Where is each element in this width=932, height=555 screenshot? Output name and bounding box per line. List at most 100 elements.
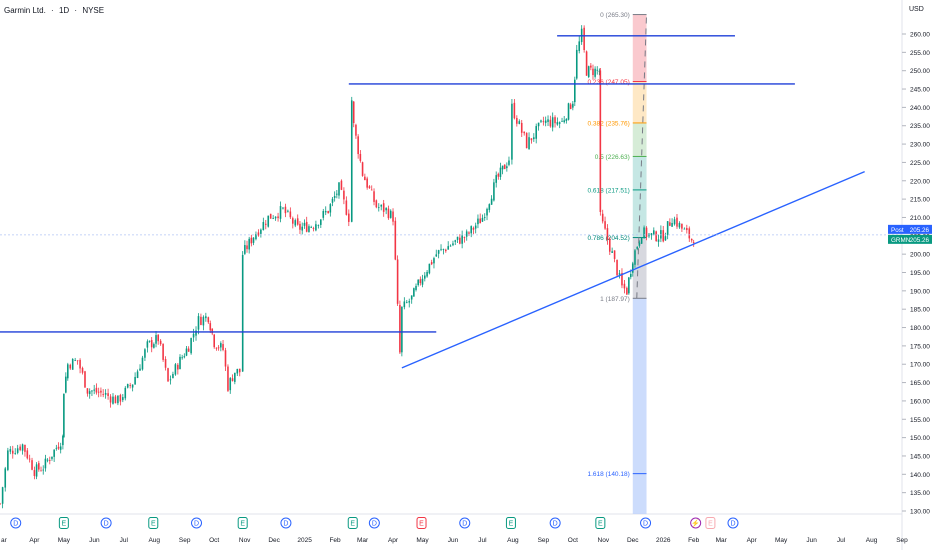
candle-body (292, 218, 294, 224)
event-marker-shape (58, 517, 69, 529)
candle-body (66, 364, 69, 379)
candle-body (122, 397, 124, 401)
price-tick-label: 235.00 (910, 123, 930, 130)
title-separator-2: · (74, 6, 78, 15)
candle-body (287, 210, 289, 212)
candle-body (24, 444, 26, 452)
candle-body (222, 344, 224, 350)
candle-body (604, 221, 606, 229)
candle-body (289, 211, 292, 218)
event-marker-E[interactable]: E (705, 517, 716, 529)
candle-body (525, 132, 528, 149)
event-marker-E[interactable]: E (58, 517, 69, 529)
candle-body (435, 254, 438, 257)
time-tick-label: Jun (89, 537, 100, 544)
candle-body (348, 213, 350, 222)
time-tick-label: Apr (747, 537, 758, 544)
candle-body (48, 460, 51, 461)
time-tick-label: Nov (598, 537, 610, 544)
fib-band-0 (632, 14, 647, 82)
event-marker-E[interactable]: E (237, 517, 248, 529)
symbol-title: Garmin Ltd. · 1D · NYSE (4, 6, 107, 15)
candle-body (628, 277, 630, 294)
candle-body (329, 204, 332, 213)
candle-body (470, 226, 473, 234)
event-marker-D[interactable]: D (640, 517, 652, 529)
candle-body (155, 335, 157, 344)
candle-body (257, 232, 260, 236)
time-tick-label: Apr (388, 537, 399, 544)
candle-body (618, 273, 621, 275)
candle-body (185, 348, 188, 356)
price-tick-label: 180.00 (910, 325, 930, 332)
candle-body (387, 208, 390, 219)
symbol-name: Garmin Ltd. (4, 6, 46, 15)
event-marker-E[interactable]: E (347, 517, 358, 529)
time-tick-label: ar (1, 537, 8, 544)
time-tick-label: Sep (538, 537, 550, 544)
candle-body (678, 223, 681, 228)
post-badge-value: 205.26 (910, 227, 930, 234)
event-marker-E[interactable]: E (505, 517, 516, 529)
event-marker-E[interactable]: E (595, 517, 606, 529)
event-marker-D[interactable]: D (100, 517, 112, 529)
candle-body (284, 206, 287, 214)
candle-body (19, 446, 21, 451)
event-marker-E[interactable]: E (148, 517, 159, 529)
candle-body (53, 449, 55, 457)
candle-body (26, 450, 29, 459)
candle-body (671, 222, 673, 227)
candle-body (640, 237, 643, 244)
event-marker-D[interactable]: D (280, 517, 292, 529)
candle-body (655, 231, 657, 242)
candle-body (241, 254, 244, 372)
event-marker-D[interactable]: D (10, 517, 22, 529)
event-marker-shape (10, 517, 22, 529)
event-marker-D[interactable]: D (191, 517, 203, 529)
candle-body (144, 349, 146, 358)
currency-label[interactable]: USD (909, 6, 924, 13)
event-marker-D[interactable]: D (459, 517, 471, 529)
candle-body (683, 228, 686, 230)
post-badge-label: Post (891, 227, 904, 234)
event-marker-D[interactable]: D (549, 517, 561, 529)
price-tick-label: 190.00 (910, 288, 930, 295)
candle-body (157, 334, 159, 342)
fib-level-label: 0.382 (235.76) (587, 120, 629, 127)
candle-body (578, 41, 581, 51)
event-marker-S[interactable]: ⚡ (690, 517, 702, 529)
candle-body (364, 176, 366, 181)
candle-body (518, 121, 521, 124)
event-marker-D[interactable]: D (727, 517, 739, 529)
price-tick-label: 225.00 (910, 160, 930, 167)
candle-body (183, 356, 186, 358)
event-marker-E[interactable]: E (416, 517, 427, 529)
time-tick-label: Sep (179, 537, 191, 544)
candle-body (554, 117, 556, 124)
symbol-badge-label: GRMN (891, 237, 911, 244)
candle-body (211, 328, 214, 334)
event-marker-shape (148, 517, 159, 529)
candle-body (479, 218, 481, 224)
interval-label[interactable]: 1D (58, 6, 70, 15)
candle-body (192, 333, 195, 338)
candle-body (528, 137, 530, 150)
candle-body (410, 295, 413, 300)
candle-body (495, 175, 497, 183)
candle-body (563, 120, 565, 123)
event-marker-D[interactable]: D (368, 517, 380, 529)
candle-body (366, 178, 368, 188)
event-marker-shape (191, 517, 203, 529)
candle-body (109, 396, 112, 403)
candle-body (312, 228, 315, 229)
candle-body (65, 376, 67, 393)
symbol-badge-bg (888, 234, 932, 244)
candle-body (148, 340, 151, 342)
candle-body (59, 446, 62, 450)
candle-body (537, 122, 540, 127)
candle-body (623, 283, 626, 289)
candle-body (250, 237, 253, 244)
candle-body (246, 245, 248, 250)
candle-body (340, 180, 343, 190)
